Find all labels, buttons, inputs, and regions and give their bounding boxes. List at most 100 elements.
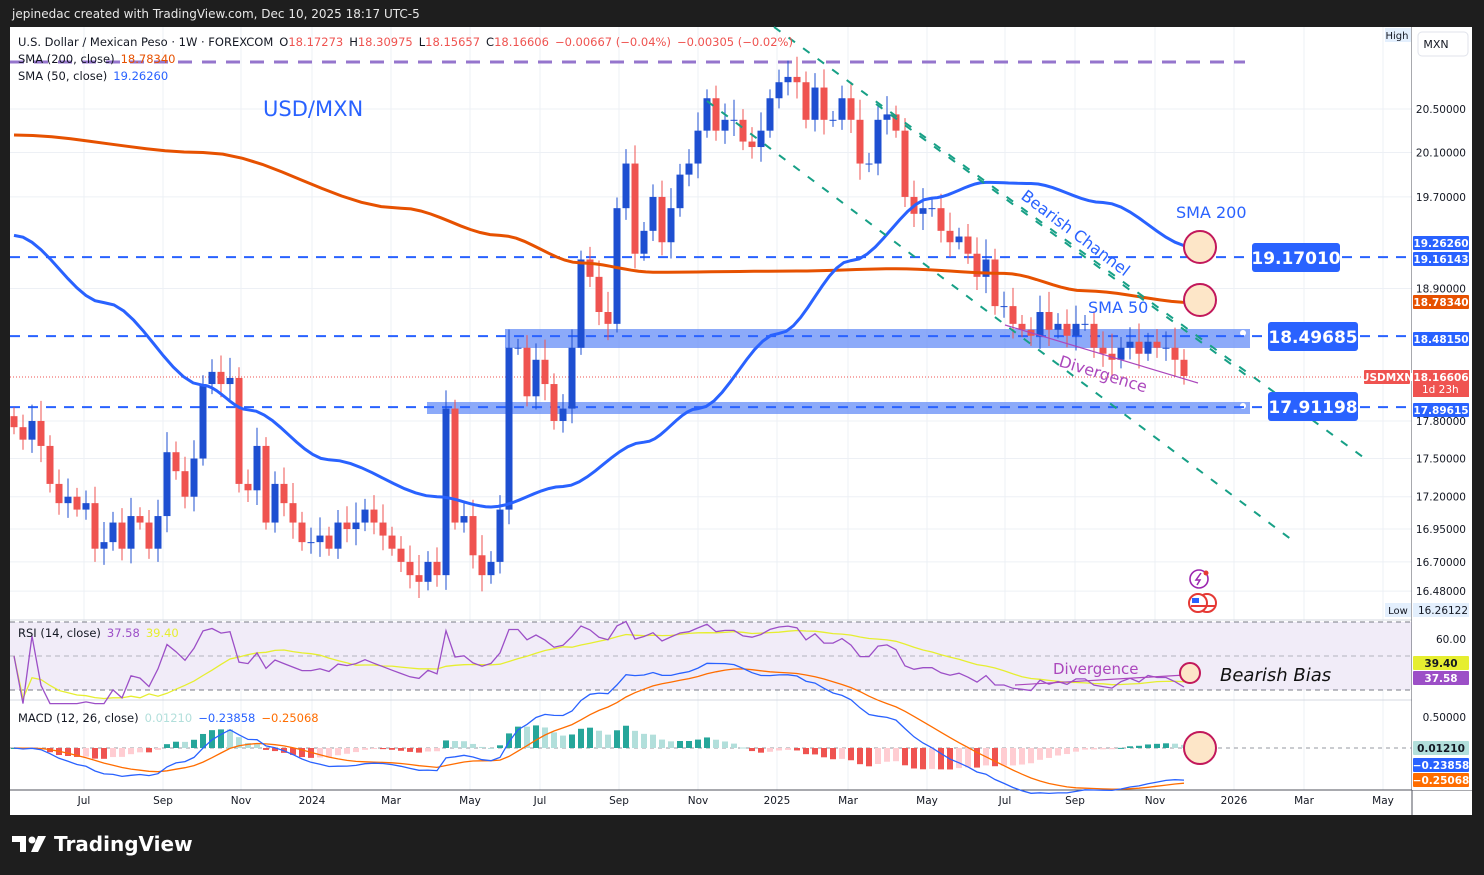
macd-histogram-bar — [182, 741, 188, 748]
price-tag-text: 0.01210 — [1417, 743, 1465, 755]
channel-line-middle[interactable] — [875, 103, 1251, 379]
macd-histogram-bar — [380, 748, 386, 750]
candle-body — [1054, 323, 1062, 330]
time-axis-label: Mar — [381, 795, 401, 807]
candle-body — [559, 408, 567, 421]
macd-histogram-bar — [1145, 744, 1151, 748]
price-tag — [1413, 773, 1469, 787]
macd-histogram-bar — [749, 748, 755, 752]
candle-body — [631, 163, 639, 254]
macd-histogram-bar — [263, 748, 269, 750]
candle-body — [586, 259, 594, 277]
time-axis-label: 2026 — [1221, 795, 1248, 807]
rsi-legend[interactable]: RSI (14, close) 37.58 39.40 — [18, 626, 179, 640]
macd-histogram-bar — [119, 748, 125, 757]
macd-histogram-bar — [848, 748, 854, 761]
sma50-line[interactable] — [13, 180, 1208, 509]
candle-body — [505, 347, 513, 510]
candle-body — [1018, 323, 1026, 330]
sma50-legend[interactable]: SMA (50, close) 19.26260 — [18, 69, 168, 83]
macd-histogram-bar — [164, 744, 170, 748]
candle-body — [316, 535, 324, 543]
candle-body — [424, 561, 432, 582]
level-tag-3[interactable]: 17.91198 — [1268, 392, 1358, 421]
macd-histogram-bar — [1064, 748, 1070, 755]
rsi-divergence-line[interactable] — [1014, 674, 1186, 686]
zone-handle[interactable] — [1240, 330, 1246, 336]
level-tag-2[interactable]: 18.49685 — [1268, 322, 1358, 351]
highlight-circle[interactable] — [1179, 662, 1201, 684]
macd-histogram-bar — [614, 730, 620, 748]
candle-body — [181, 471, 189, 497]
currency-button[interactable] — [1417, 31, 1469, 57]
candle-body — [19, 427, 27, 440]
events-icon[interactable] — [1189, 569, 1209, 589]
price-tag — [1413, 332, 1469, 346]
sma200-legend[interactable]: SMA (200, close) 18.78340 — [18, 52, 175, 66]
time-axis-label: May — [1372, 795, 1394, 807]
candle-body — [640, 230, 648, 254]
macd-histogram-bar — [902, 748, 908, 766]
candle-body — [406, 561, 414, 576]
candle-body — [298, 522, 306, 543]
candle-body — [523, 347, 531, 397]
time-axis-label: Jul — [533, 795, 547, 807]
macd-histogram-bar — [1109, 748, 1115, 750]
macd-histogram-bar — [137, 748, 143, 753]
macd-line[interactable] — [13, 662, 1185, 795]
candle-body — [163, 452, 171, 517]
candle-body — [208, 371, 216, 385]
sma200-line[interactable] — [13, 133, 1208, 305]
time-axis-label: 2025 — [764, 795, 791, 807]
macd-histogram-bar — [1001, 748, 1007, 766]
macd-histogram-bar — [1028, 748, 1034, 764]
rsi-ma-line[interactable] — [13, 629, 1185, 701]
candle-body — [622, 163, 630, 209]
macd-histogram-bar — [1163, 743, 1169, 748]
macd-histogram-bar — [362, 748, 368, 750]
level-tag-1[interactable]: 19.17010 — [1251, 243, 1341, 272]
macd-histogram-bar — [776, 748, 782, 751]
candle-body — [1153, 341, 1161, 348]
candle-body — [73, 496, 81, 510]
channel-line-lower[interactable] — [706, 100, 1297, 544]
macd-legend[interactable]: MACD (12, 26, close) 0.01210 −0.23858 −0.25… — [18, 711, 319, 725]
candle-body — [676, 174, 684, 209]
divergence-line[interactable] — [1004, 324, 1199, 384]
candle-body — [37, 420, 45, 446]
macd-histogram-bar — [236, 737, 242, 748]
highlight-circle[interactable] — [1183, 731, 1217, 765]
macd-histogram-bar — [551, 732, 557, 748]
high-marker — [1385, 28, 1411, 42]
candle-body — [514, 347, 522, 349]
price-tag-text: 18.78340 — [1413, 297, 1468, 309]
candle-body — [838, 98, 846, 120]
level-tag-text: 19.17010 — [1251, 249, 1340, 269]
candle-body — [10, 416, 18, 428]
rsi-line[interactable] — [13, 620, 1185, 705]
macd-tick-label: 0.50000 — [1423, 712, 1466, 724]
candle-body — [361, 509, 369, 523]
macd-histogram-bar — [596, 730, 602, 748]
highlight-circle[interactable] — [1183, 230, 1217, 264]
candle-body — [784, 76, 792, 83]
candle-body — [658, 196, 666, 243]
candle-body — [775, 82, 783, 99]
tradingview-logo[interactable]: TradingView — [12, 832, 193, 856]
candles — [10, 56, 1188, 599]
candle-body — [469, 516, 477, 556]
highlight-circle[interactable] — [1183, 283, 1217, 317]
macd-histogram-bar — [686, 740, 692, 748]
candle-body — [982, 259, 990, 277]
candle-body — [91, 503, 99, 549]
us-flag-icon[interactable] — [1188, 593, 1217, 613]
candle-body — [199, 384, 207, 459]
price-tag-text: −0.23858 — [1413, 760, 1470, 772]
bearish-bias-label: Bearish Bias — [1220, 665, 1331, 686]
time-axis-label: Sep — [609, 795, 629, 807]
macd-signal-line[interactable] — [13, 668, 1185, 790]
macd-histogram-bar — [245, 743, 251, 748]
channel-line-upper[interactable] — [773, 26, 1364, 458]
candle-body — [613, 208, 621, 324]
